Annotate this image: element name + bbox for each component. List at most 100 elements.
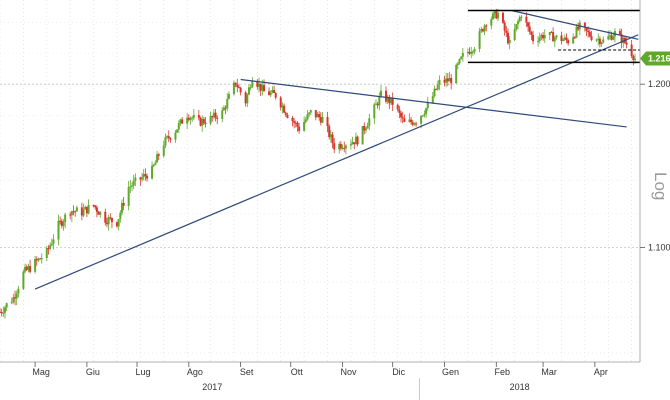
candle-body: [4, 307, 7, 313]
candle-body: [361, 126, 364, 145]
candle-down: [157, 153, 160, 161]
candle-body: [508, 39, 511, 44]
candle-body: [110, 218, 113, 223]
candles-layer: [0, 8, 636, 319]
candle-up: [316, 112, 319, 118]
candle-up: [471, 50, 474, 56]
candle-up: [513, 23, 516, 42]
candle-body: [249, 87, 252, 89]
candle-down: [47, 245, 50, 255]
candle-body: [466, 51, 469, 54]
candle-down: [481, 28, 484, 33]
candle-body: [99, 211, 102, 215]
candle-down: [343, 141, 346, 153]
candle-body: [517, 21, 520, 25]
candle-up: [306, 110, 309, 121]
candle-down: [353, 142, 356, 150]
candle-up: [473, 47, 476, 55]
candle-down: [214, 109, 217, 122]
candle-down: [39, 257, 42, 260]
candle-body: [520, 16, 523, 18]
candle-up: [141, 172, 144, 183]
candle-down: [80, 202, 83, 221]
candle-down: [385, 86, 388, 104]
candle-up: [15, 290, 18, 306]
candle-body: [597, 38, 600, 40]
candle-up: [344, 143, 347, 155]
candle-up: [2, 306, 5, 317]
candle-down: [286, 112, 289, 119]
candle-up: [466, 48, 469, 58]
candle-body: [388, 96, 391, 104]
candle-up: [478, 27, 481, 53]
candle-body: [177, 123, 180, 130]
candle-up: [226, 93, 229, 112]
candle-body: [583, 22, 586, 28]
candle-body: [214, 112, 217, 118]
candle-body: [127, 187, 130, 206]
candle-body: [216, 117, 219, 119]
candle-body: [543, 35, 546, 39]
candle-body: [279, 97, 282, 108]
candle-up: [5, 302, 8, 312]
candle-down: [446, 73, 449, 86]
candle-down: [216, 115, 219, 125]
candle-body: [587, 30, 590, 33]
candle-body: [154, 162, 157, 165]
candle-up: [445, 72, 448, 88]
candle-down: [443, 75, 446, 87]
candle-up: [222, 105, 225, 111]
candle-up: [351, 136, 354, 145]
candle-up: [212, 108, 215, 120]
candle-up: [152, 163, 155, 168]
candle-body: [237, 87, 240, 89]
candle-body: [247, 87, 250, 95]
candle-up: [309, 109, 312, 116]
candle-down: [528, 21, 531, 35]
candle-up: [99, 211, 102, 218]
candle-up: [192, 108, 195, 121]
candle-body: [201, 119, 204, 126]
candle-body: [104, 211, 107, 223]
candle-down: [146, 173, 149, 182]
candle-up: [456, 61, 459, 70]
candle-body: [304, 119, 307, 123]
candle-body: [268, 91, 271, 96]
candle-body: [349, 144, 352, 146]
candle-body: [456, 63, 459, 65]
scale-label: Log: [651, 172, 670, 200]
candle-up: [491, 12, 494, 21]
candle-body: [532, 35, 535, 42]
candle-body: [373, 104, 376, 119]
candle-body: [577, 26, 580, 30]
candle-body: [319, 117, 322, 123]
candle-body: [24, 266, 27, 272]
candle-up: [460, 55, 463, 60]
candle-body: [356, 136, 359, 145]
candle-body: [341, 147, 344, 149]
candle-up: [87, 199, 90, 215]
candle-body: [117, 219, 120, 227]
candle-body: [296, 122, 299, 127]
candle-body: [366, 125, 369, 129]
candle-body: [47, 248, 50, 250]
candle-body: [146, 175, 149, 179]
candle-body: [471, 51, 474, 53]
candle-up: [154, 160, 157, 166]
candle-up: [142, 168, 145, 181]
candle-body: [530, 31, 533, 36]
candle-up: [366, 122, 369, 129]
candle-body: [385, 90, 388, 102]
candle-body: [251, 81, 254, 88]
candle-up: [461, 48, 464, 62]
x-tick-label: Ott: [291, 367, 304, 377]
candle-body: [157, 154, 160, 156]
candle-body: [309, 110, 312, 113]
candle-down: [318, 111, 321, 121]
candle-down: [234, 82, 237, 88]
candle-body: [69, 214, 72, 216]
candle-body: [540, 34, 543, 38]
candle-down: [95, 205, 98, 218]
candle-up: [329, 130, 332, 143]
candle-down: [14, 290, 17, 306]
